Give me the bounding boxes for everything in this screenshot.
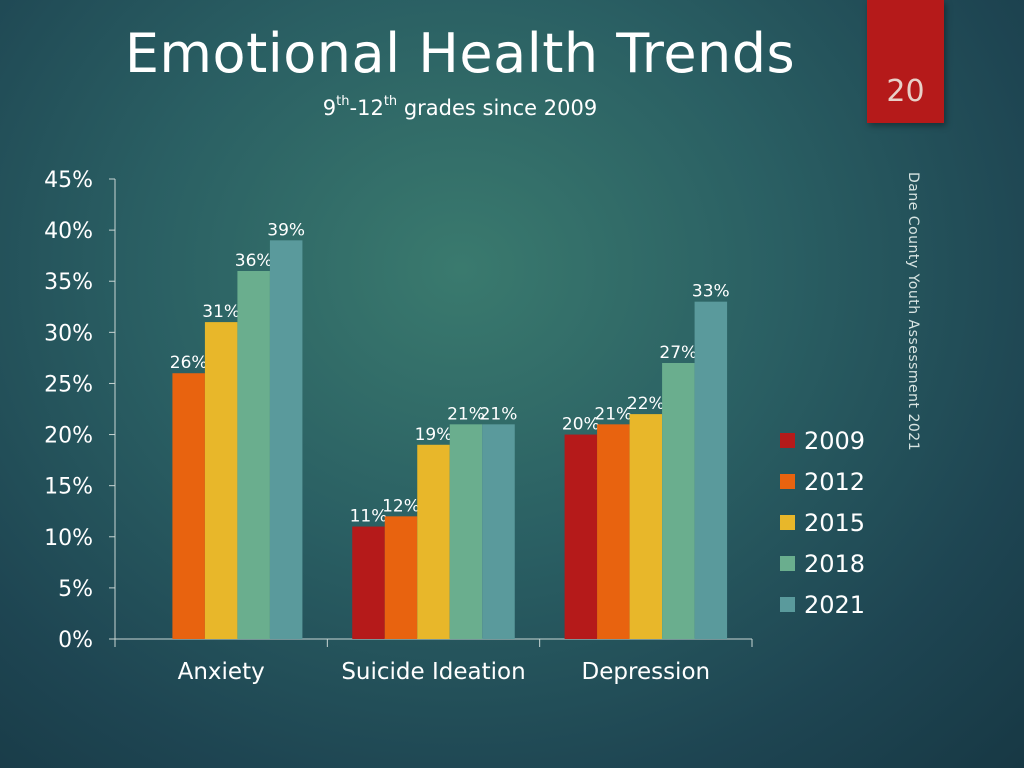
slide-subtitle: 9th-12th grades since 2009 [0,94,920,120]
legend-item: 2012 [780,461,865,502]
data-label: 21% [447,404,485,424]
legend-swatch [780,597,795,612]
bar [597,424,630,639]
y-tick-label: 5% [58,577,93,602]
legend-swatch [780,433,795,448]
data-label: 39% [267,220,305,240]
legend-item: 2018 [780,543,865,584]
y-tick-label: 0% [58,628,93,653]
y-tick-label: 35% [44,270,93,295]
legend-label: 2015 [804,508,866,537]
legend-label: 2012 [804,467,866,496]
bar [172,373,205,639]
data-label: 11% [350,507,388,527]
bar [564,434,598,639]
legend-swatch [780,474,795,489]
bar [449,424,483,639]
bar [352,526,385,639]
chart-legend: 2009 2012 2015 2018 2021 [780,420,865,625]
y-tick-label: 15% [44,475,93,500]
bar [662,363,695,639]
y-tick-label: 25% [44,372,93,397]
legend-swatch [780,556,795,571]
data-label: 22% [627,394,665,414]
bar [269,240,303,640]
subtitle-superscript: th [336,94,350,109]
subtitle-part: grades since 2009 [397,96,598,120]
category-label: Anxiety [178,659,265,685]
legend-item: 2021 [780,584,865,625]
category-label: Suicide Ideation [341,659,525,685]
category-label: Depression [582,659,711,685]
bar [482,424,515,639]
legend-label: 2009 [804,426,866,455]
data-label: 20% [562,415,600,435]
legend-swatch [780,515,795,530]
y-tick-label: 45% [44,168,93,193]
legend-item: 2015 [780,502,865,543]
data-label: 27% [659,343,697,363]
bar [204,322,238,639]
data-label: 36% [235,251,273,271]
y-tick-label: 20% [44,424,93,449]
page-number-badge: 20 [867,0,944,123]
bar [694,301,728,639]
legend-label: 2018 [804,549,866,578]
subtitle-part: -12 [349,96,384,120]
y-tick-label: 10% [44,526,93,551]
y-tick-label: 30% [44,321,93,346]
legend-label: 2021 [804,590,866,619]
data-label: 26% [170,353,208,373]
slide-title: Emotional Health Trends [124,22,796,85]
data-label: 33% [692,282,730,302]
data-label: 12% [382,496,420,516]
data-label: 21% [594,404,632,424]
data-label: 21% [480,404,518,424]
subtitle-part: 9 [322,96,337,120]
page-number: 20 [886,74,925,109]
legend-item: 2009 [780,420,865,461]
source-label: Dane County Youth Assessment 2021 [905,172,921,452]
data-label: 19% [415,425,453,445]
subtitle-superscript: th [383,94,398,109]
y-tick-label: 40% [44,219,93,244]
bar [384,516,418,639]
bar [417,444,450,639]
data-label: 31% [202,302,240,322]
bar [237,271,270,639]
bar [629,414,663,639]
